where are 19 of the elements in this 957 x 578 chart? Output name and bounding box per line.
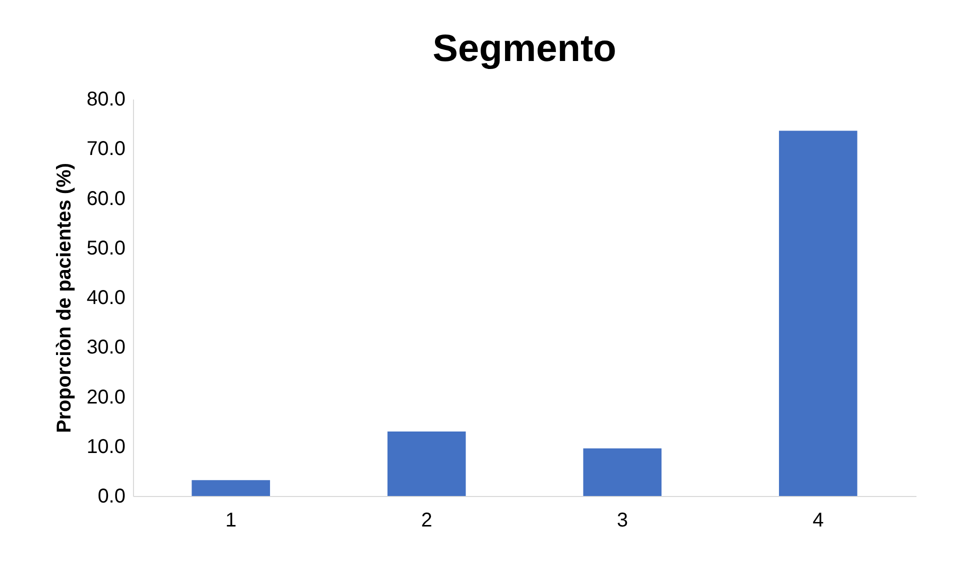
- y-tick-label: 70.0: [86, 138, 126, 160]
- y-tick-label: 20.0: [86, 386, 126, 408]
- chart-title: Segmento: [432, 28, 616, 70]
- y-tick-label: 60.0: [86, 188, 126, 210]
- bar: [192, 480, 270, 496]
- x-tick-label: 2: [421, 510, 432, 532]
- y-tick-label: 40.0: [86, 287, 126, 309]
- y-tick-label: 50.0: [86, 237, 126, 260]
- y-tick-label: 80.0: [86, 88, 126, 110]
- x-tick-label: 4: [812, 510, 824, 532]
- bar: [778, 130, 858, 496]
- y-tick-label: 0.0: [98, 486, 126, 508]
- x-tick-label: 1: [225, 510, 236, 532]
- x-tick-label: 3: [616, 510, 628, 532]
- bar: [387, 431, 466, 496]
- y-tick-label: 10.0: [86, 436, 126, 458]
- bar: [583, 448, 662, 496]
- y-axis-title: Proporciòn de pacientes (%): [54, 162, 76, 434]
- y-tick-label: 30.0: [86, 336, 126, 359]
